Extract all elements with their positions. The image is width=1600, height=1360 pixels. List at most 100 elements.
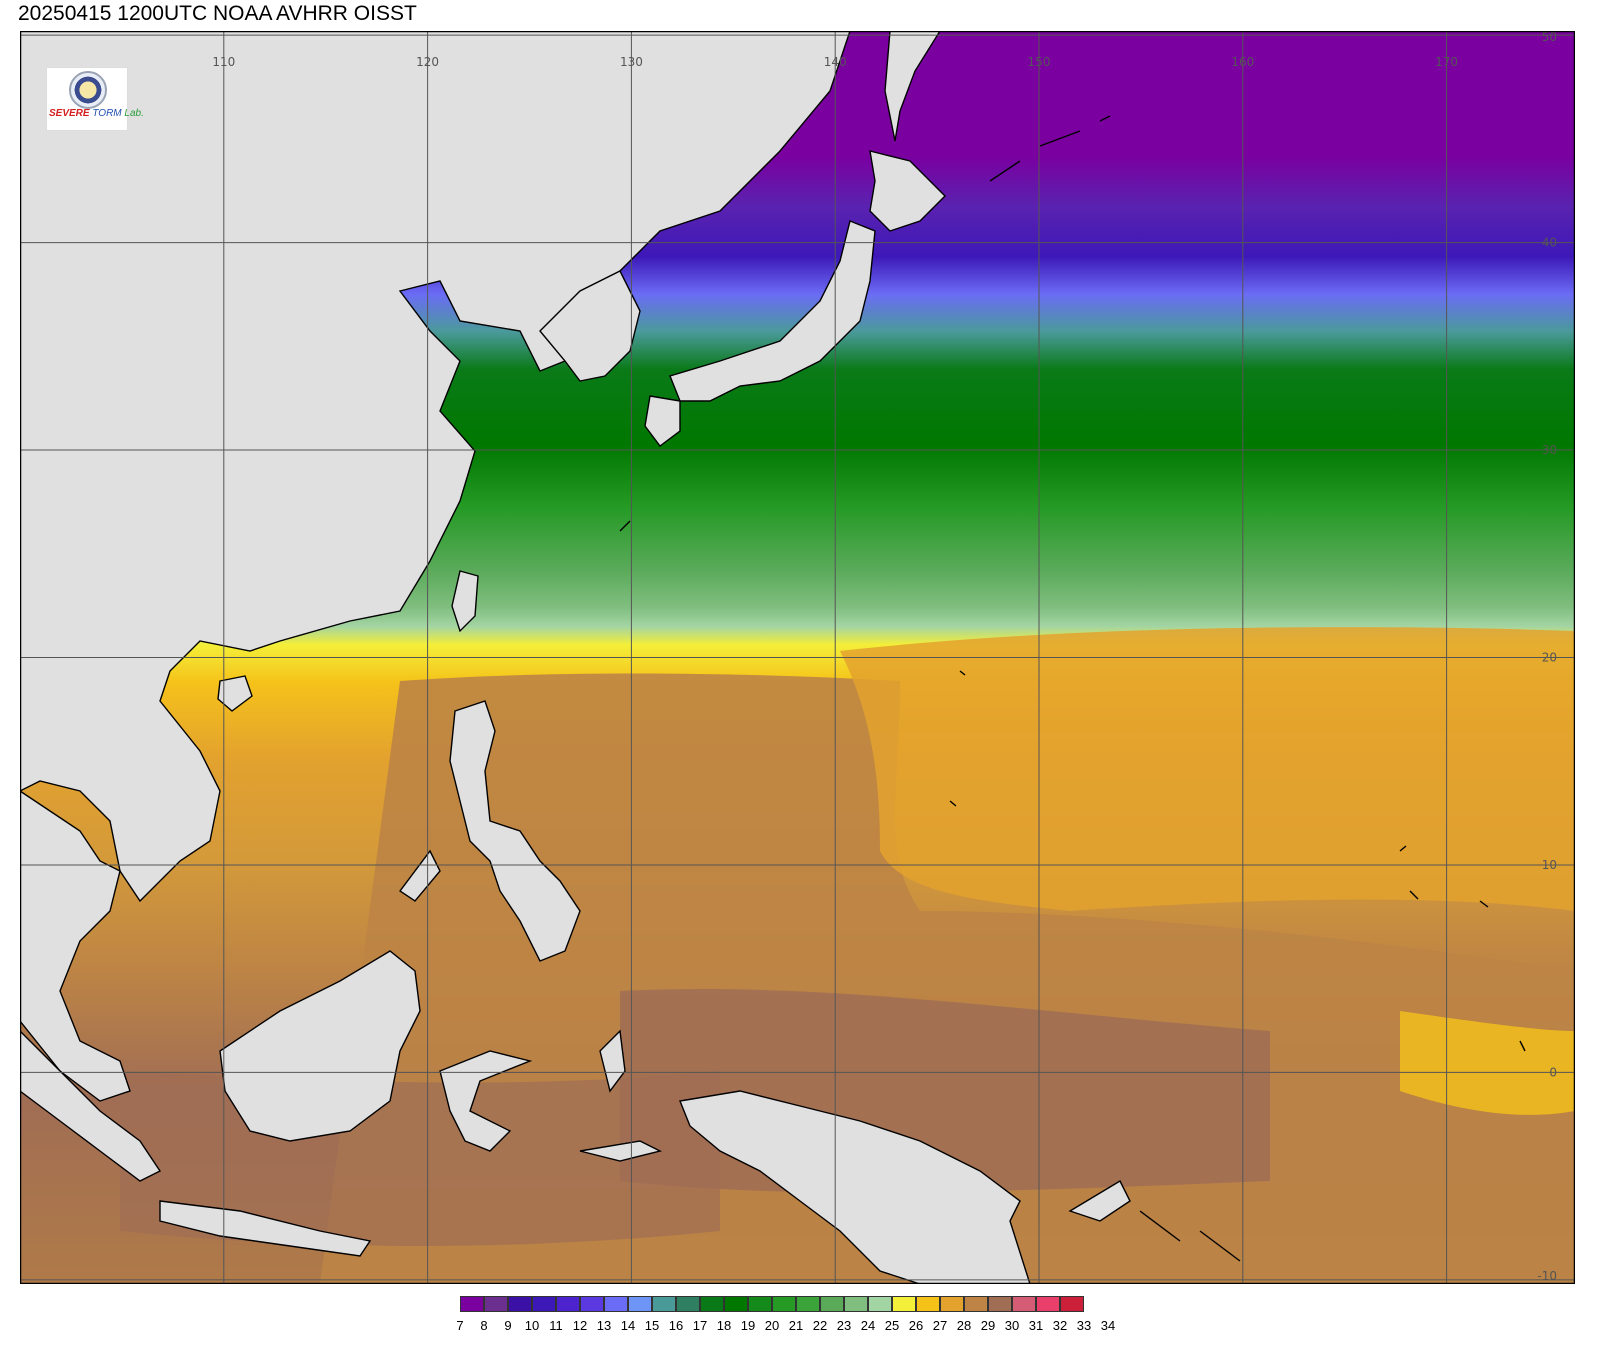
kyushu: [644, 395, 681, 447]
colorbar-swatch: [988, 1296, 1012, 1312]
subtropical-band: [840, 627, 1575, 911]
longitude-label: 170: [1435, 55, 1458, 69]
colorbar-label: 31: [1028, 1318, 1044, 1333]
java: [159, 1200, 372, 1257]
colorbar-label: 15: [644, 1318, 660, 1333]
colorbar-label: 30: [1004, 1318, 1020, 1333]
severe-storm-lab-logo: SEVERE TORM Lab.: [46, 67, 144, 131]
colorbar-swatch: [628, 1296, 652, 1312]
sst-map-canvas: 110 120 130 140 150 160 170 50 40 30 20 10 0 -10: [20, 31, 1575, 1284]
colorbar-label: 20: [764, 1318, 780, 1333]
latitude-label: -10: [1537, 1269, 1557, 1283]
colorbar-label: 29: [980, 1318, 996, 1333]
colorbar-label: 27: [932, 1318, 948, 1333]
longitude-label: 130: [620, 55, 643, 69]
colorbar-swatch: [700, 1296, 724, 1312]
colorbar-swatch: [772, 1296, 796, 1312]
colorbar-swatch: [724, 1296, 748, 1312]
borneo: [219, 950, 421, 1142]
latitude-labels: 50 40 30 20 10 0 -10: [1537, 31, 1557, 1283]
colorbar-swatch: [676, 1296, 700, 1312]
hokkaido: [869, 150, 946, 232]
colorbar-swatch: [844, 1296, 868, 1312]
latitude-label: 10: [1542, 858, 1557, 872]
colorbar-label: 19: [740, 1318, 756, 1333]
korea: [539, 270, 641, 382]
colorbar-label: 16: [668, 1318, 684, 1333]
longitude-label: 120: [416, 55, 439, 69]
colorbar-label: 34: [1100, 1318, 1116, 1333]
longitude-label: 150: [1028, 55, 1051, 69]
colorbar-label: 24: [860, 1318, 876, 1333]
small-islands: [619, 115, 1526, 1262]
colorbar-label: 8: [480, 1318, 488, 1333]
colorbar-swatch: [460, 1296, 484, 1312]
warm-spot: [1400, 1011, 1575, 1115]
colorbar-swatch: [916, 1296, 940, 1312]
colorbar-swatch: [532, 1296, 556, 1312]
latitude-label: 30: [1542, 443, 1557, 457]
colorbar-label: 10: [524, 1318, 540, 1333]
halmahera: [599, 1029, 626, 1093]
hainan: [217, 675, 253, 712]
sumatra: [20, 1030, 162, 1182]
colorbar-label: 23: [836, 1318, 852, 1333]
map-border: [20, 31, 1575, 1284]
longitude-labels: 110 120 130 140 150 160 170: [212, 55, 1458, 69]
colorbar-label: 13: [596, 1318, 612, 1333]
colorbar-swatch: [796, 1296, 820, 1312]
colorbar-swatch: [580, 1296, 604, 1312]
colorbar-swatch: [1036, 1296, 1060, 1312]
palawan: [398, 849, 441, 902]
map-title: 20250415 1200UTC NOAA AVHRR OISST: [18, 2, 417, 25]
colorbar-label: 7: [456, 1318, 464, 1333]
colorbar-label: 33: [1076, 1318, 1092, 1333]
colorbar-swatch: [1060, 1296, 1084, 1312]
colorbar-label: 25: [884, 1318, 900, 1333]
sulawesi: [439, 1050, 533, 1152]
land: [20, 31, 1131, 1284]
colorbar-label: 21: [788, 1318, 804, 1333]
longitude-label: 110: [212, 55, 235, 69]
colorbar-label: 11: [549, 1318, 563, 1333]
colorbar-label: 28: [956, 1318, 972, 1333]
colorbar-swatch: [820, 1296, 844, 1312]
longitude-label: 160: [1231, 55, 1254, 69]
colorbar-swatch: [604, 1296, 628, 1312]
seal-icon: [69, 71, 107, 109]
philippines: [449, 700, 581, 962]
sakhalin: [884, 31, 941, 142]
colorbar-label: 32: [1052, 1318, 1068, 1333]
colorbar-label: 14: [620, 1318, 636, 1333]
logo-text: SEVERE TORM Lab.: [49, 108, 144, 119]
colorbar-swatch: [868, 1296, 892, 1312]
colorbar-swatch: [556, 1296, 580, 1312]
sst-map: 110 120 130 140 150 160 170 50 40 30 20 10 0 -10 SEV…: [20, 31, 1575, 1284]
colorbar-label: 17: [692, 1318, 708, 1333]
colorbar-swatch: [964, 1296, 988, 1312]
longitude-label: 140: [824, 55, 847, 69]
colorbar-swatch: [508, 1296, 532, 1312]
new-guinea: [679, 1090, 1031, 1284]
latitude-label: 20: [1542, 651, 1557, 665]
colorbar-swatch: [940, 1296, 964, 1312]
colorbar-label: 18: [716, 1318, 732, 1333]
timor: [579, 1140, 663, 1162]
colorbar-swatch: [892, 1296, 916, 1312]
colorbar-label: 12: [572, 1318, 588, 1333]
colorbar-swatch: [748, 1296, 772, 1312]
lat-lon-grid: [20, 31, 1575, 1284]
malay-peninsula: [20, 790, 131, 1102]
latitude-label: 0: [1549, 1065, 1557, 1079]
new-britain: [1068, 1180, 1131, 1222]
taiwan: [451, 570, 479, 633]
colorbar-swatch: [652, 1296, 676, 1312]
colorbar-label: 26: [908, 1318, 924, 1333]
colorbar-label: 9: [504, 1318, 512, 1333]
honshu: [669, 220, 876, 402]
colorbar-label: 22: [812, 1318, 828, 1333]
latitude-label: 40: [1542, 236, 1557, 250]
latitude-label: 50: [1542, 31, 1557, 44]
colorbar-swatch: [484, 1296, 508, 1312]
colorbar-swatch: [1012, 1296, 1036, 1312]
